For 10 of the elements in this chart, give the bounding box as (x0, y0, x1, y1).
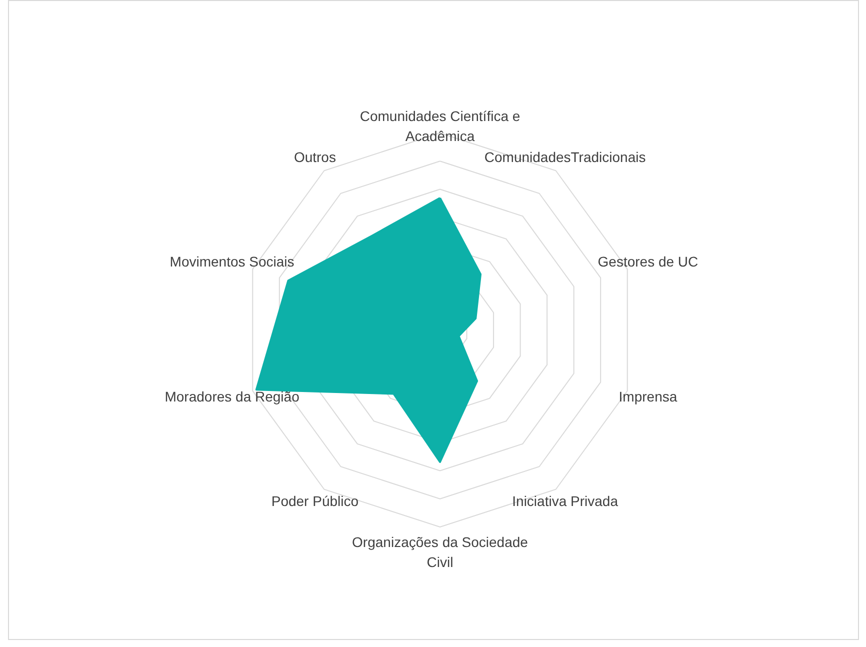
spoke-label: ComunidadesTradicionais (484, 148, 646, 165)
spoke-label: Comunidades Científica e Acadêmica (360, 108, 520, 144)
spoke-label: Moradores da Região (164, 388, 300, 405)
spoke-label: Organizações da Sociedade Civil (352, 534, 528, 570)
spoke-label: Poder Público (271, 493, 359, 510)
spoke-label: Iniciativa Privada (512, 493, 618, 510)
spoke-label: Gestores de UC (598, 253, 698, 270)
spoke-label: Outros (294, 148, 336, 165)
spoke-label: Movimentos Sociais (170, 253, 294, 270)
spoke-label: Imprensa (618, 388, 678, 405)
